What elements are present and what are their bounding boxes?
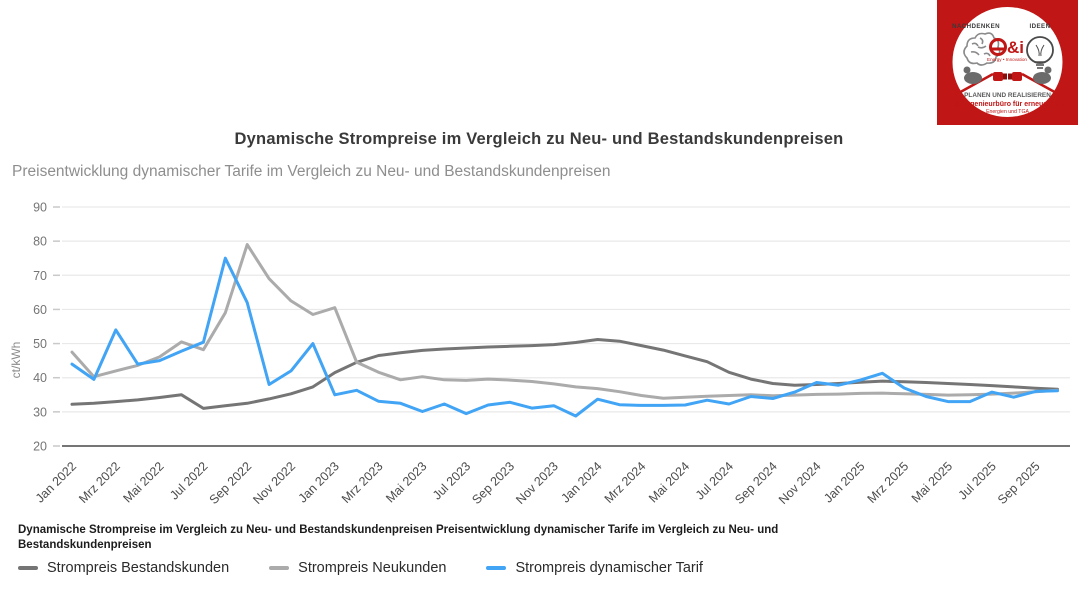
company-logo-graphic: NACHDENKEN IDEEN &i Energy • Innovation: [937, 0, 1078, 125]
x-tick-label: Jul 2024: [693, 459, 736, 502]
legend-label-1: Strompreis Neukunden: [298, 560, 447, 576]
x-tick-label: Jul 2022: [167, 459, 210, 502]
logo-text-buero: E&I Ingenieurbüro für erneuerbare: [950, 101, 1064, 108]
y-tick-label: 40: [33, 371, 47, 385]
y-tick-label: 80: [33, 235, 47, 249]
y-tick-label: 70: [33, 269, 47, 283]
x-tick-label: Jan 2023: [296, 459, 342, 505]
x-tick-label: Mai 2023: [383, 459, 429, 505]
x-tick-label: Nov 2023: [513, 459, 561, 507]
y-tick-label: 20: [33, 440, 47, 454]
legend-label-2: Strompreis dynamischer Tarif: [515, 560, 703, 576]
x-tick-label: Jan 2025: [821, 459, 867, 505]
x-tick-label: Sep 2024: [732, 459, 780, 507]
logo-text-planen: PLANEN UND REALISIEREN: [964, 92, 1051, 99]
y-axis-title: ct/kWh: [9, 342, 23, 379]
legend-marker-0: [18, 565, 38, 571]
x-tick-label: Mai 2022: [120, 459, 166, 505]
y-tick-label: 30: [33, 405, 47, 419]
x-tick-label: Mrz 2023: [339, 459, 386, 506]
x-tick-label: Jul 2025: [956, 459, 999, 502]
legend-marker-2: [486, 565, 507, 571]
x-tick-label: Nov 2022: [250, 459, 298, 507]
series-line-2: [70, 256, 1059, 418]
brain-icon: [963, 32, 1001, 66]
x-tick-label: Nov 2024: [776, 459, 824, 507]
logo-text-energien: Energien und TGA: [986, 109, 1029, 115]
chart-title: Dynamische Strompreise im Vergleich zu N…: [234, 130, 844, 148]
logo-wordmark: &i Energy • Innovation: [987, 38, 1027, 62]
x-tick-label: Jul 2023: [430, 459, 473, 502]
x-tick-label: Mrz 2024: [602, 459, 649, 506]
x-tick-label: Mai 2024: [646, 459, 692, 505]
legend-label-0: Strompreis Bestandskunden: [47, 560, 230, 576]
lightbulb-icon: [1026, 36, 1054, 69]
y-tick-label: 50: [33, 337, 47, 351]
chart-subtitle: Preisentwicklung dynamischer Tarife im V…: [12, 163, 611, 180]
x-tick-label: Jan 2022: [33, 459, 79, 505]
legend-item-2: Strompreis dynamischer Tarif: [486, 560, 703, 576]
x-tick-label: Sep 2023: [469, 459, 517, 507]
plug-figures: [954, 66, 1061, 97]
logo-text-nachdenken: NACHDENKEN: [952, 23, 1000, 30]
legend-item-0: Strompreis Bestandskunden: [18, 560, 229, 576]
x-tick-label: Mai 2025: [909, 459, 955, 505]
chart-legend: Strompreis Bestandskunden Strompreis Neuk…: [18, 560, 703, 576]
series-line-1: [70, 243, 1059, 400]
y-tick-label: 90: [33, 200, 47, 214]
series-line-0: [70, 338, 1059, 410]
x-tick-label: Sep 2022: [207, 459, 255, 507]
x-tick-label: Mrz 2022: [76, 459, 123, 506]
x-tick-label: Jan 2024: [558, 459, 604, 505]
logo-ei-text: &i: [1007, 38, 1024, 57]
legend-item-1: Strompreis Neukunden: [269, 560, 446, 576]
company-logo: NACHDENKEN IDEEN &i Energy • Innovation: [937, 0, 1078, 125]
logo-energy-innovation: Energy • Innovation: [987, 57, 1027, 62]
logo-text-ideen: IDEEN: [1030, 23, 1051, 30]
y-tick-label: 60: [33, 303, 47, 317]
x-tick-label: Mrz 2025: [865, 459, 912, 506]
chart-caption: Dynamische Strompreise im Vergleich zu N…: [18, 524, 779, 551]
legend-marker-1: [269, 565, 290, 571]
x-tick-label: Sep 2025: [995, 459, 1043, 507]
